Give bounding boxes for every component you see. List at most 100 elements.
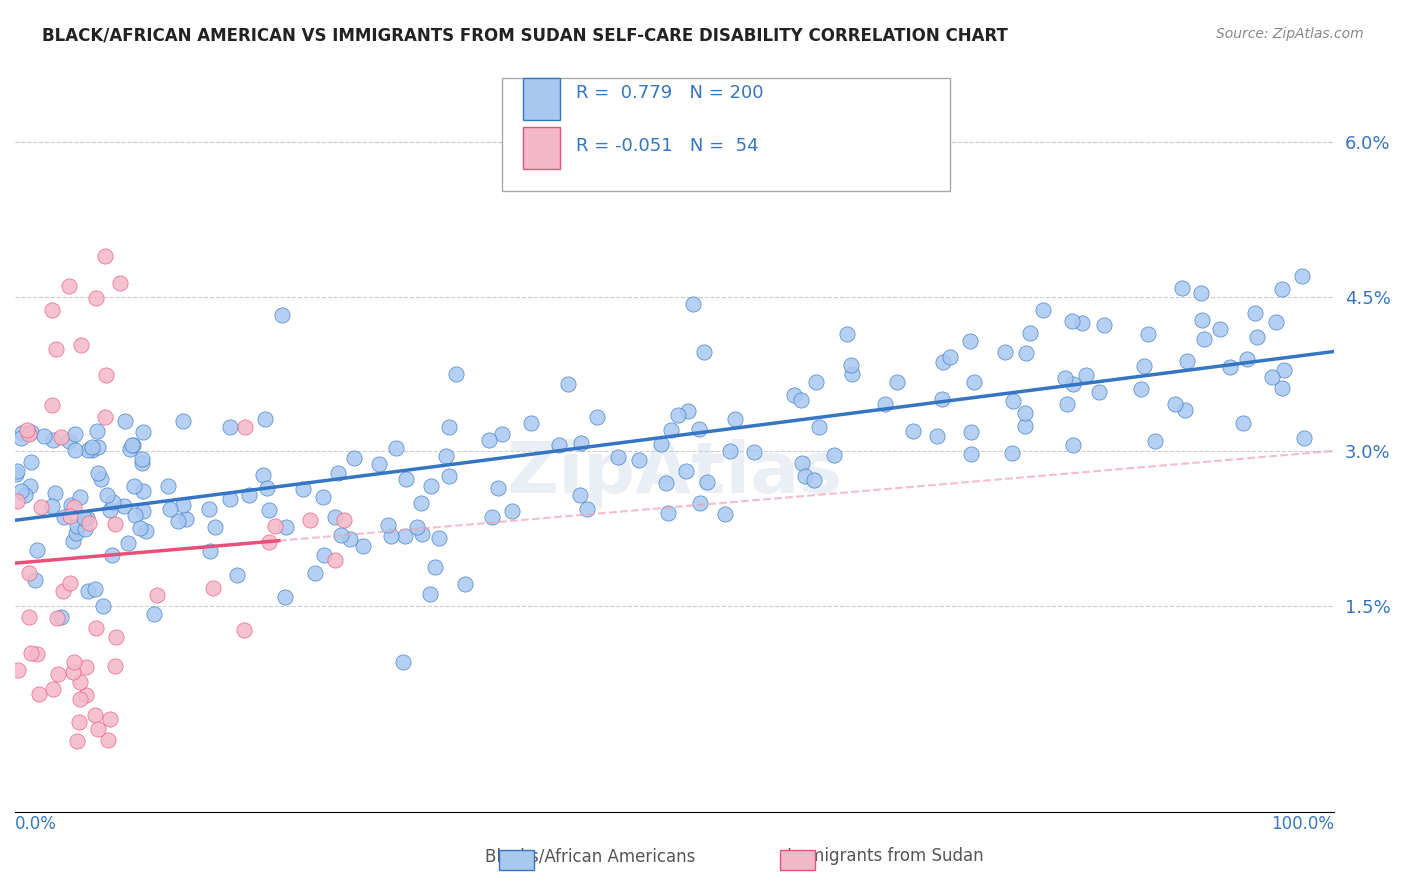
Point bbox=[90, 472, 112, 486]
Point bbox=[91, 599, 114, 613]
Point bbox=[259, 502, 281, 516]
Point bbox=[575, 501, 598, 516]
Point bbox=[53, 510, 76, 524]
Point bbox=[167, 514, 190, 528]
Point bbox=[131, 452, 153, 467]
Point bbox=[86, 292, 108, 306]
Point bbox=[326, 467, 349, 481]
Point bbox=[1171, 280, 1194, 294]
Point bbox=[132, 425, 155, 439]
Point bbox=[69, 491, 91, 505]
Point bbox=[83, 708, 105, 723]
FancyBboxPatch shape bbox=[502, 78, 950, 191]
Point bbox=[823, 448, 845, 462]
Point bbox=[257, 535, 280, 549]
Point bbox=[1074, 368, 1097, 382]
Point bbox=[10, 431, 32, 445]
Point bbox=[835, 327, 858, 342]
Point bbox=[20, 646, 42, 660]
Point bbox=[41, 303, 63, 318]
Point bbox=[959, 447, 981, 461]
Point bbox=[77, 443, 100, 458]
Point bbox=[135, 524, 157, 539]
Point bbox=[218, 419, 240, 434]
Text: Source: ZipAtlas.com: Source: ZipAtlas.com bbox=[1216, 27, 1364, 41]
Point bbox=[18, 566, 41, 580]
Point bbox=[1088, 385, 1111, 400]
Point bbox=[11, 426, 34, 441]
Point bbox=[41, 398, 63, 412]
Point bbox=[104, 630, 127, 644]
Point bbox=[501, 503, 523, 517]
Point bbox=[312, 490, 335, 504]
Point bbox=[274, 590, 297, 604]
Point bbox=[96, 732, 118, 747]
Point bbox=[873, 397, 896, 411]
Point bbox=[6, 467, 28, 481]
Point bbox=[84, 621, 107, 635]
Point bbox=[1236, 352, 1258, 367]
Point bbox=[481, 509, 503, 524]
Point bbox=[69, 691, 91, 706]
Point bbox=[1071, 316, 1094, 330]
Point bbox=[1270, 282, 1292, 296]
Point bbox=[174, 512, 197, 526]
Point bbox=[108, 276, 131, 290]
Point bbox=[122, 478, 145, 492]
Point bbox=[197, 502, 219, 516]
Point bbox=[73, 522, 96, 536]
Point bbox=[65, 526, 87, 541]
Point bbox=[18, 610, 41, 624]
Point bbox=[959, 334, 981, 349]
Point bbox=[15, 423, 38, 437]
Point bbox=[66, 519, 89, 533]
Point bbox=[886, 375, 908, 389]
Point bbox=[252, 467, 274, 482]
Point bbox=[204, 519, 226, 533]
Point bbox=[30, 500, 52, 514]
Point bbox=[93, 248, 115, 262]
Point bbox=[73, 511, 96, 525]
Point bbox=[547, 437, 569, 451]
Point bbox=[114, 414, 136, 428]
Point bbox=[104, 658, 127, 673]
Point bbox=[304, 566, 326, 580]
Point bbox=[377, 518, 399, 533]
Point bbox=[45, 342, 67, 356]
Point bbox=[1243, 306, 1265, 320]
Point bbox=[1032, 303, 1054, 318]
Point bbox=[58, 279, 80, 293]
Point bbox=[118, 442, 141, 456]
Point bbox=[1246, 330, 1268, 344]
Point bbox=[1060, 313, 1083, 327]
Point bbox=[1000, 446, 1022, 460]
Point bbox=[569, 435, 592, 450]
Point bbox=[1015, 346, 1038, 360]
Point bbox=[395, 472, 418, 486]
Point bbox=[693, 344, 716, 359]
Point bbox=[368, 457, 391, 471]
Point bbox=[391, 655, 413, 669]
Point bbox=[1174, 403, 1197, 417]
Point bbox=[1133, 359, 1156, 374]
Point bbox=[86, 723, 108, 737]
Point bbox=[225, 568, 247, 582]
Point bbox=[63, 426, 86, 441]
Point bbox=[63, 443, 86, 458]
Point bbox=[1261, 370, 1284, 384]
Point bbox=[59, 509, 82, 524]
Point bbox=[718, 443, 741, 458]
Point bbox=[352, 540, 374, 554]
Point bbox=[1219, 360, 1241, 375]
Point bbox=[83, 582, 105, 596]
Point bbox=[233, 623, 256, 637]
Point bbox=[323, 553, 346, 567]
Point bbox=[96, 488, 118, 502]
Point bbox=[783, 388, 806, 402]
Point bbox=[688, 422, 710, 436]
Point bbox=[51, 430, 73, 444]
Point bbox=[46, 666, 69, 681]
Point bbox=[14, 488, 37, 502]
Point bbox=[238, 488, 260, 502]
Point bbox=[17, 427, 39, 442]
